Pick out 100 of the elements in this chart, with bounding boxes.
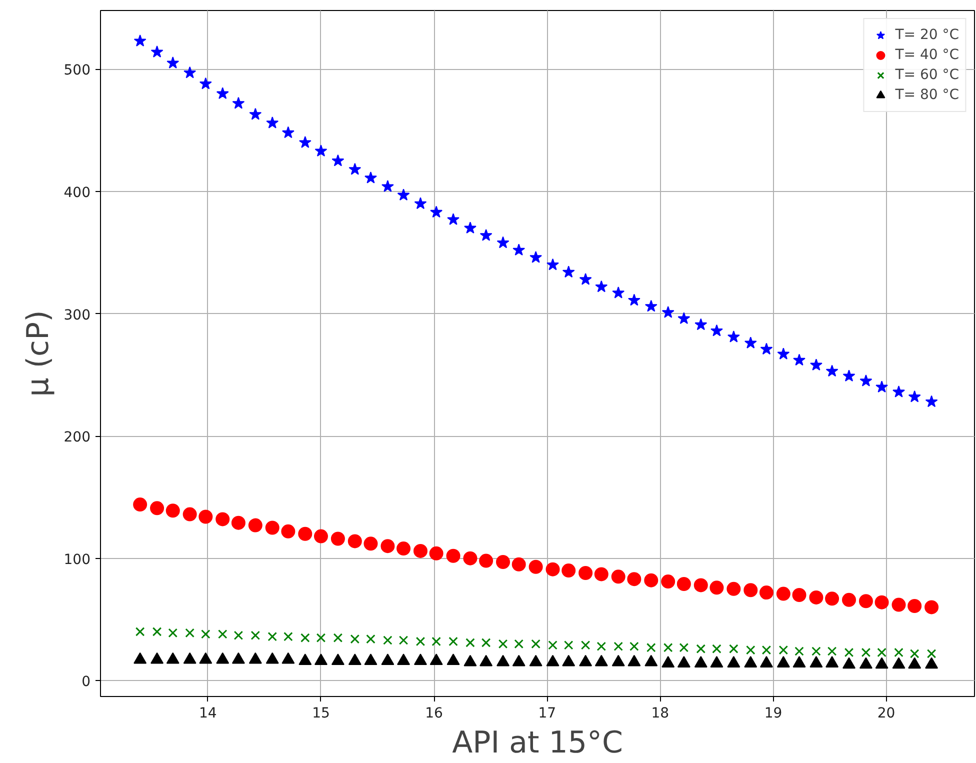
legend-label: T= 80 °C (895, 87, 959, 103)
point (596, 642, 606, 652)
point (892, 598, 906, 612)
point (380, 539, 395, 554)
point (481, 638, 491, 648)
point (826, 364, 838, 377)
point (416, 636, 426, 646)
point (580, 640, 590, 650)
y-tick-label: 200 (64, 430, 91, 446)
point (448, 636, 458, 646)
point (166, 504, 180, 518)
point (218, 629, 228, 639)
y-tick-label: 100 (64, 552, 91, 568)
y-tick-label: 400 (64, 184, 91, 201)
point (168, 628, 178, 638)
point (268, 632, 277, 642)
point (199, 77, 212, 90)
point (548, 640, 558, 650)
point (496, 236, 510, 248)
x-axis-title: API at 15°C (452, 726, 623, 760)
point (265, 520, 280, 535)
point (710, 324, 723, 336)
x-tick-label: 16 (425, 706, 444, 722)
point (314, 529, 328, 544)
x-tick-label: 19 (764, 706, 782, 722)
point (429, 546, 444, 560)
point (284, 632, 293, 642)
point (627, 572, 642, 586)
point (316, 633, 326, 642)
point (364, 172, 377, 184)
point (744, 583, 758, 598)
point (644, 300, 658, 312)
point (778, 645, 788, 655)
point (876, 380, 888, 392)
point (892, 386, 905, 398)
x-tick-label: 20 (877, 706, 896, 722)
point (413, 544, 428, 558)
point (630, 642, 639, 652)
point (759, 586, 774, 600)
point (135, 627, 145, 636)
point (496, 555, 510, 569)
point (381, 180, 394, 192)
point (282, 126, 294, 138)
point (812, 646, 821, 656)
point (348, 162, 362, 175)
point (579, 273, 592, 285)
point (924, 600, 939, 614)
point (249, 108, 262, 120)
point (184, 66, 196, 78)
point (396, 542, 411, 556)
point (446, 548, 460, 563)
y-tick-label: 500 (64, 62, 91, 79)
point (712, 644, 722, 654)
point (348, 534, 362, 548)
point (644, 573, 658, 588)
point (825, 592, 840, 606)
point (530, 251, 542, 263)
point (809, 590, 824, 604)
point (842, 592, 856, 607)
point (874, 595, 889, 610)
point (350, 634, 360, 644)
y-tick-label: 300 (64, 307, 91, 324)
point (844, 648, 854, 658)
point (612, 286, 625, 298)
point (166, 56, 180, 68)
point (398, 636, 408, 645)
point (216, 512, 230, 526)
point (479, 554, 494, 568)
legend-label: T= 20 °C (895, 27, 959, 43)
point (662, 306, 674, 318)
point (694, 318, 708, 330)
point (777, 348, 790, 360)
point (330, 532, 345, 546)
point (679, 642, 689, 652)
point (628, 294, 640, 306)
point (760, 342, 773, 355)
point (776, 586, 790, 601)
point (694, 578, 708, 592)
y-axis-title: μ (cP) (20, 310, 56, 397)
point (397, 188, 410, 200)
point (564, 640, 574, 650)
point (364, 536, 378, 551)
point (133, 498, 148, 512)
point (661, 574, 676, 589)
x-tick-label: 14 (199, 706, 217, 722)
point (248, 518, 262, 532)
point (614, 642, 623, 652)
y-tick-label: 0 (82, 674, 91, 690)
point (710, 580, 724, 595)
point (231, 516, 246, 530)
point (562, 266, 575, 278)
point (894, 648, 904, 658)
point (678, 312, 690, 324)
point (216, 87, 229, 100)
point (827, 646, 837, 656)
point (926, 649, 936, 658)
point (512, 557, 526, 572)
point (201, 629, 210, 639)
point (185, 628, 194, 638)
point (498, 639, 508, 649)
